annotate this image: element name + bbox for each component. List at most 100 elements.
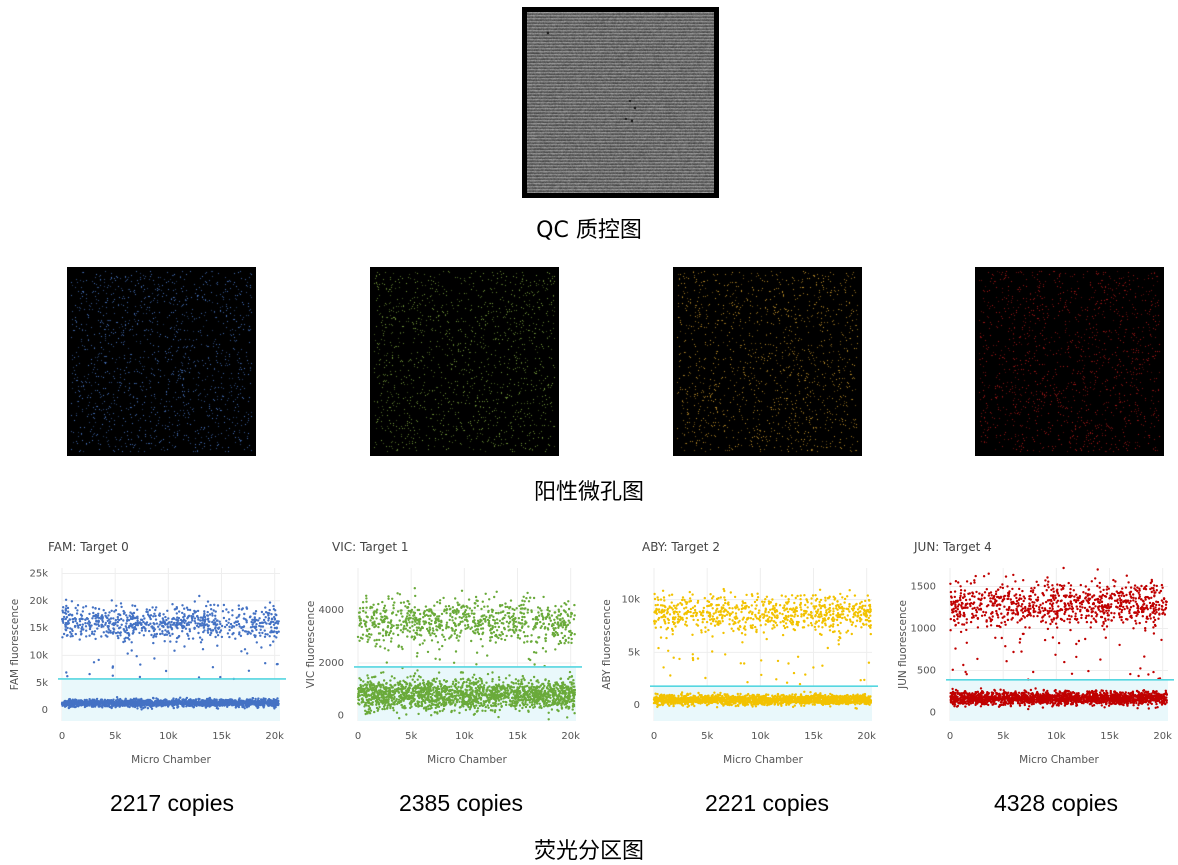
data-point: [220, 699, 223, 702]
data-point: [404, 620, 407, 623]
data-point: [164, 623, 167, 626]
data-point: [160, 699, 164, 703]
data-point: [510, 703, 514, 707]
data-point: [221, 610, 225, 613]
data-point: [357, 698, 360, 701]
data-point: [157, 625, 160, 628]
data-point: [275, 636, 278, 639]
data-point: [502, 610, 505, 613]
data-point: [390, 637, 393, 640]
data-point: [396, 592, 399, 595]
data-point: [496, 687, 499, 691]
data-point: [155, 606, 158, 609]
data-point: [481, 631, 485, 634]
data-point: [471, 702, 475, 705]
data-point: [528, 695, 532, 698]
data-point: [222, 616, 226, 620]
data-point: [61, 609, 64, 612]
data-point: [536, 702, 539, 705]
data-point: [547, 718, 550, 721]
data-point: [437, 687, 441, 691]
data-point: [88, 698, 91, 701]
data-point: [416, 700, 419, 703]
data-point: [481, 600, 484, 603]
data-point: [435, 690, 439, 693]
data-point: [434, 657, 437, 660]
data-point: [498, 678, 501, 682]
data-point: [63, 611, 67, 614]
y-tick-label: 2000: [319, 658, 344, 669]
data-point: [552, 694, 556, 697]
data-point: [545, 686, 549, 689]
data-point: [194, 699, 198, 703]
data-point: [510, 686, 514, 689]
data-point: [401, 631, 404, 634]
data-point: [461, 677, 465, 680]
data-point: [105, 630, 108, 633]
data-point: [573, 685, 576, 688]
data-point: [95, 619, 98, 622]
data-point: [183, 621, 186, 625]
data-point: [93, 622, 97, 626]
data-point: [386, 704, 389, 707]
data-point: [419, 629, 422, 632]
data-point: [174, 624, 177, 627]
data-point: [183, 645, 186, 648]
data-point: [490, 704, 493, 708]
data-point: [128, 614, 131, 617]
data-point: [365, 594, 368, 597]
data-point: [197, 676, 201, 679]
data-point: [492, 615, 495, 618]
data-point: [115, 604, 118, 607]
data-point: [101, 617, 104, 620]
data-point: [511, 701, 514, 705]
data-point: [370, 702, 374, 705]
data-point: [398, 717, 401, 720]
data-point: [63, 700, 66, 703]
data-point: [258, 617, 261, 620]
data-point: [373, 694, 376, 697]
data-point: [136, 619, 139, 622]
data-point: [540, 706, 543, 710]
data-point: [189, 700, 193, 704]
data-point: [393, 677, 396, 680]
data-point: [523, 615, 526, 619]
data-point: [140, 629, 144, 632]
data-point: [405, 682, 409, 686]
data-point: [506, 686, 509, 689]
data-point: [481, 622, 484, 625]
data-point: [71, 634, 74, 638]
data-point: [505, 620, 509, 623]
data-point: [376, 692, 379, 695]
data-point: [383, 707, 386, 711]
data-point: [273, 635, 276, 638]
data-point: [489, 639, 492, 642]
data-point: [123, 699, 126, 702]
data-point: [389, 679, 392, 682]
data-point: [546, 608, 549, 611]
data-point: [526, 611, 529, 614]
data-point: [420, 704, 424, 708]
data-point: [391, 597, 394, 600]
data-point: [523, 641, 526, 644]
data-point: [237, 700, 240, 703]
data-point: [360, 693, 364, 697]
data-point: [245, 621, 248, 624]
data-point: [454, 690, 457, 694]
data-point: [382, 671, 385, 674]
data-point: [500, 621, 503, 625]
data-point: [471, 689, 474, 692]
data-point: [66, 606, 70, 610]
data-point: [276, 697, 279, 700]
data-point: [97, 620, 101, 623]
data-point: [410, 691, 413, 694]
data-point: [245, 630, 248, 633]
data-point: [488, 700, 491, 703]
data-point: [423, 706, 426, 709]
data-point: [131, 703, 135, 706]
data-point: [203, 701, 206, 705]
data-point: [570, 698, 573, 701]
data-point: [398, 694, 401, 698]
data-point: [194, 622, 197, 625]
data-point: [572, 696, 576, 700]
